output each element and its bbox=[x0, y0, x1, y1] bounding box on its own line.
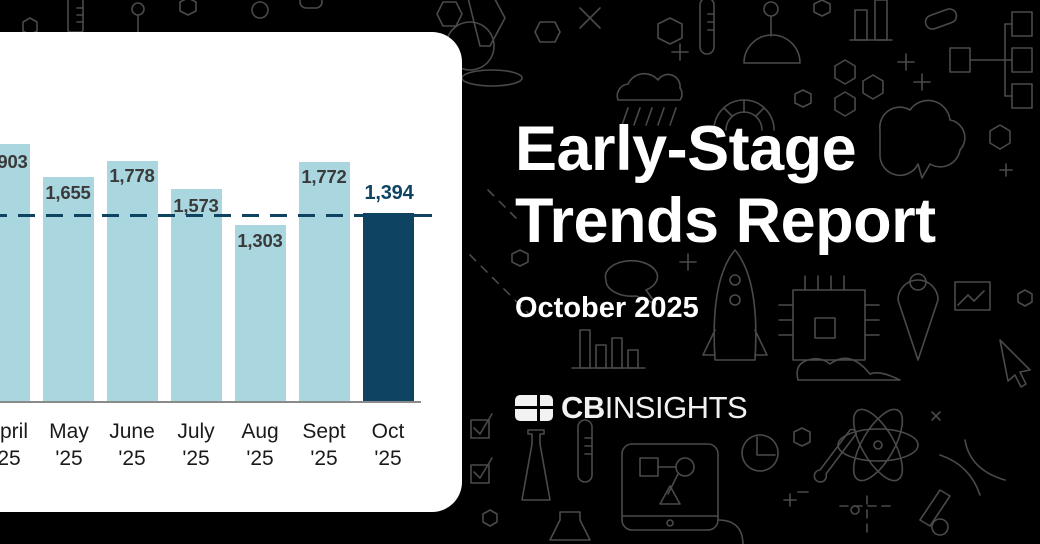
x-label-year: '25 bbox=[182, 447, 210, 470]
x-label-year: '25 bbox=[0, 447, 21, 470]
x-label-aug: Aug '25 bbox=[220, 418, 300, 472]
x-label-year: '25 bbox=[310, 447, 338, 470]
hero-title-line-2: Trends Report bbox=[515, 186, 936, 256]
x-label-month: Sept bbox=[302, 420, 346, 443]
cb-insights-logo-icon bbox=[515, 395, 553, 421]
x-label-month: May bbox=[49, 420, 89, 443]
bar-value-aug: 1,303 bbox=[237, 230, 283, 251]
x-label-june: June '25 bbox=[92, 418, 172, 472]
bar-april bbox=[0, 144, 30, 401]
x-label-month: July bbox=[177, 420, 215, 443]
x-label-april: April '25 bbox=[0, 418, 47, 472]
bar-value-april: 1,903 bbox=[0, 151, 28, 172]
x-label-year: '25 bbox=[246, 447, 274, 470]
brand-wordmark-cb: CB bbox=[561, 390, 605, 425]
bar-sept bbox=[299, 162, 350, 401]
bar-value-june: 1,778 bbox=[109, 165, 155, 186]
bar-value-may: 1,655 bbox=[45, 182, 91, 203]
bar-june bbox=[107, 161, 158, 401]
bar-aug bbox=[235, 225, 286, 401]
bar-may bbox=[43, 177, 94, 401]
bar-oct bbox=[363, 213, 414, 401]
x-axis-line bbox=[0, 400, 421, 403]
x-label-sept: Sept '25 bbox=[284, 418, 364, 472]
x-label-oct: Oct '25 bbox=[348, 418, 428, 472]
bar-chart: 1,903 1,655 1,778 1,573 1,303 1,772 1,39… bbox=[0, 32, 462, 512]
bar-july bbox=[171, 189, 222, 401]
x-label-month: Aug bbox=[241, 420, 279, 443]
bar-value-sept: 1,772 bbox=[301, 166, 347, 187]
x-label-month: April bbox=[0, 420, 28, 443]
brand-wordmark-insights: INSIGHTS bbox=[604, 390, 748, 425]
bar-value-july: 1,573 bbox=[173, 195, 219, 216]
x-label-month: June bbox=[109, 420, 155, 443]
x-label-year: '25 bbox=[55, 447, 83, 470]
x-label-july: July '25 bbox=[156, 418, 236, 472]
brand-logo: CBINSIGHTS bbox=[515, 390, 748, 425]
average-reference-line bbox=[0, 214, 432, 217]
x-label-may: May '25 bbox=[29, 418, 109, 472]
hero-title-line-1: Early-Stage bbox=[515, 114, 857, 184]
x-label-year: '25 bbox=[374, 447, 402, 470]
hero-subtitle-date: October 2025 bbox=[515, 292, 699, 324]
hero-title-block: Early-Stage Trends Report bbox=[515, 113, 936, 257]
brand-wordmark: CBINSIGHTS bbox=[561, 390, 748, 425]
bar-value-oct: 1,394 bbox=[364, 182, 414, 204]
x-label-month: Oct bbox=[371, 420, 405, 443]
x-label-year: '25 bbox=[118, 447, 146, 470]
chart-card: 1,903 1,655 1,778 1,573 1,303 1,772 1,39… bbox=[0, 32, 462, 512]
